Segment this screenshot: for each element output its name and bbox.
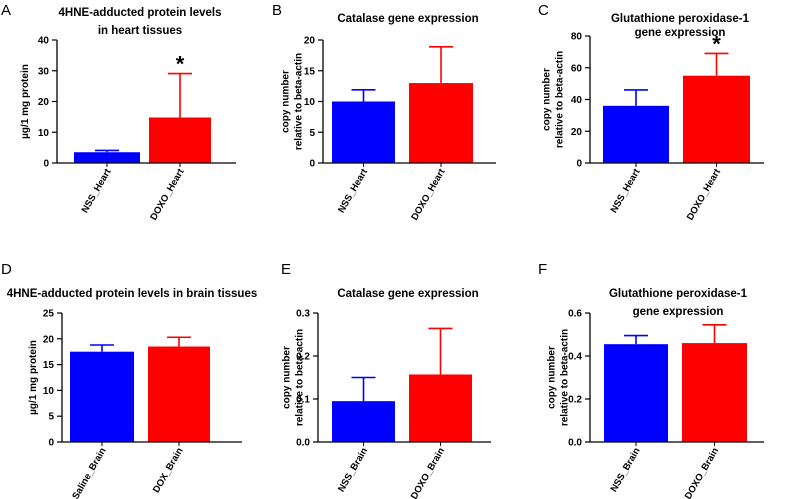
y-tick-label: 0.2 xyxy=(568,395,582,406)
chart-title: gene expression xyxy=(633,306,724,318)
chart-panel-f: F Glutathione peroxidase-1 gene expression… xyxy=(538,261,764,499)
y-axis-label: copy number xyxy=(542,68,553,131)
y-axis-label: copy number xyxy=(281,70,292,133)
significance-marker: * xyxy=(712,31,721,56)
y-tick-label: 40 xyxy=(571,95,583,106)
y-tick-label: 20 xyxy=(43,334,55,345)
chart-title: Catalase gene expression xyxy=(337,288,478,300)
chart-title: Catalase gene expression xyxy=(337,13,478,25)
panel-letter: F xyxy=(538,261,547,278)
panel-letter: A xyxy=(1,2,11,19)
bar xyxy=(70,351,134,442)
chart-title: Glutathione peroxidase-1 xyxy=(609,288,748,300)
y-tick-label: 0.4 xyxy=(568,352,582,363)
y-tick-label: 10 xyxy=(43,386,55,397)
bar xyxy=(603,105,669,163)
panel-letter: D xyxy=(1,261,12,278)
y-tick-label: 20 xyxy=(38,97,50,108)
chart-panel-b: B Catalase gene expression copy number rela… xyxy=(272,2,496,222)
x-tick-label: DOX_Brain xyxy=(151,446,186,495)
y-tick-label: 15 xyxy=(304,66,316,77)
y-tick-label: 0.1 xyxy=(296,395,310,406)
panel-letter: B xyxy=(272,2,282,19)
x-tick-label: NSS_Brain xyxy=(609,446,643,494)
bar xyxy=(148,346,210,442)
significance-marker: * xyxy=(176,52,185,77)
x-tick-label: DOXO_Heart xyxy=(685,166,724,222)
y-tick-label: 30 xyxy=(38,66,50,77)
y-tick-label: 0 xyxy=(48,438,54,449)
chart-title: Glutathione peroxidase-1 xyxy=(611,13,750,25)
y-tick-label: 0.0 xyxy=(296,438,310,449)
chart-title: 4HNE-adducted protein levels xyxy=(59,7,222,19)
chart-panel-a: A 4HNE-adducted protein levels in heart ti… xyxy=(1,2,236,222)
y-axis-label: µg/1 mg protein xyxy=(20,64,31,139)
y-tick-label: 5 xyxy=(48,412,54,423)
chart-title: gene expression xyxy=(635,27,726,39)
y-axis-label: relative to beta-actin xyxy=(295,329,306,426)
chart-panel-e: E Catalase gene expression copy number rela… xyxy=(281,261,491,499)
y-tick-label: 5 xyxy=(309,128,315,139)
y-tick-label: 0.0 xyxy=(568,438,582,449)
x-tick-label: Saline_Brain xyxy=(70,446,108,499)
y-tick-label: 0 xyxy=(43,159,49,170)
y-tick-label: 0 xyxy=(576,159,582,170)
y-tick-label: 0 xyxy=(309,159,315,170)
y-tick-label: 40 xyxy=(38,36,50,47)
y-tick-label: 0.2 xyxy=(296,352,310,363)
bar xyxy=(332,401,395,442)
x-tick-label: DOXO_Heart xyxy=(409,166,448,222)
y-tick-label: 25 xyxy=(43,309,55,320)
chart-title: in heart tissues xyxy=(98,25,182,37)
y-axis-label: copy number xyxy=(282,346,293,409)
bar xyxy=(604,344,668,442)
bar xyxy=(332,101,395,163)
x-tick-label: NSS_Heart xyxy=(80,166,114,215)
bar xyxy=(149,117,211,163)
y-tick-label: 10 xyxy=(304,97,316,108)
chart-panel-d: D 4HNE-adducted protein levels in brain t… xyxy=(1,261,257,499)
y-tick-label: 80 xyxy=(571,32,583,43)
y-tick-label: 20 xyxy=(304,36,316,47)
x-tick-label: NSS_Brain xyxy=(336,446,370,494)
y-tick-label: 60 xyxy=(571,63,583,74)
y-axis-label: relative to beta-actin xyxy=(555,51,566,148)
x-tick-label: DOXO_Brain xyxy=(683,446,721,499)
y-tick-label: 15 xyxy=(43,360,55,371)
bar xyxy=(682,343,747,442)
y-tick-label: 0.6 xyxy=(568,309,582,320)
bar xyxy=(74,152,140,163)
y-axis-label: relative to beta-actin xyxy=(294,53,305,150)
y-tick-label: 10 xyxy=(38,128,50,139)
bar xyxy=(683,75,750,163)
y-tick-label: 0.3 xyxy=(296,309,310,320)
y-axis-label: relative to beta-actin xyxy=(560,329,571,426)
y-tick-label: 20 xyxy=(571,127,583,138)
chart-title: 4HNE-adducted protein levels in brain ti… xyxy=(7,288,258,300)
panel-letter: C xyxy=(538,2,549,19)
bar xyxy=(409,83,473,163)
x-tick-label: DOXO_Heart xyxy=(148,166,187,222)
y-axis-label: copy number xyxy=(547,346,558,409)
x-tick-label: NSS_Heart xyxy=(609,166,643,215)
y-axis-label: µg/1 mg protein xyxy=(28,340,39,415)
bar xyxy=(409,374,472,442)
panel-letter: E xyxy=(281,261,291,278)
chart-panel-c: C Glutathione peroxidase-1 gene expression… xyxy=(538,2,764,222)
x-tick-label: DOXO_Brain xyxy=(409,446,447,499)
x-tick-label: NSS_Heart xyxy=(336,166,370,215)
